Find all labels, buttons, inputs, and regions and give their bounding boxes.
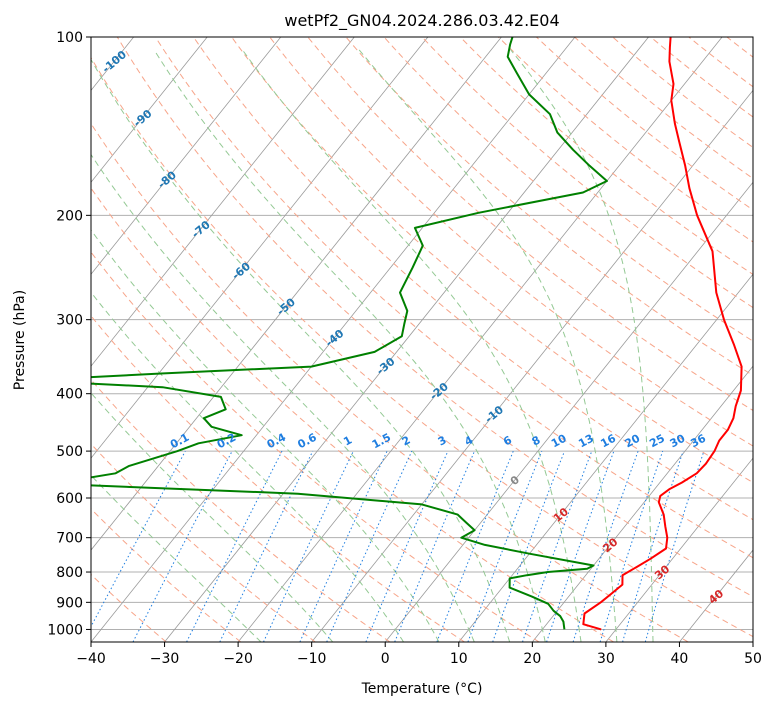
moist-adiabat-line (358, 49, 618, 642)
y-tick-label: 300 (56, 313, 83, 329)
dry-adiabat-line (421, 37, 753, 309)
y-tick-label: 100 (56, 30, 83, 46)
mixing-ratio-line (572, 450, 639, 642)
moist-adiabat-line (91, 474, 262, 642)
dry-adiabat-line (193, 37, 753, 521)
mixing-ratio-line (546, 450, 615, 642)
dry-adiabat-line (459, 37, 753, 276)
x-tick-label: 0 (381, 651, 390, 667)
y-tick-label: 200 (56, 208, 83, 224)
mixing-ratio-line (622, 450, 684, 642)
temperature-line (582, 37, 743, 631)
dry-adiabat-line (383, 37, 753, 342)
dry-adiabat-line (91, 251, 540, 642)
dry-adiabat-line (116, 37, 753, 598)
isotherm-line (91, 37, 355, 367)
mixing-ratio-line (365, 450, 449, 642)
dry-adiabat-line (91, 122, 689, 642)
isotherm-line (458, 273, 753, 642)
mixing-ratio-label: 30 (668, 432, 688, 451)
moist-adiabat-line (91, 291, 405, 642)
dry-adiabat-line (345, 37, 753, 376)
x-tick-label: −30 (150, 651, 180, 667)
y-tick-label: 700 (56, 531, 83, 547)
mixing-ratio-line (644, 450, 705, 642)
x-tick-label: 50 (744, 651, 762, 667)
moist-adiabat-line (241, 49, 582, 642)
isotherm-line (532, 365, 753, 642)
y-tick-label: 400 (56, 387, 83, 403)
chart-title: wetPf2_GN04.2024.286.03.42.E04 (284, 11, 559, 31)
moist-adiabat-line (91, 229, 440, 642)
mixing-ratio-label: 20 (623, 432, 643, 451)
mixing-ratio-label: 25 (647, 432, 667, 451)
mixing-ratio-line (263, 450, 354, 642)
x-axis-label: Temperature (°C) (361, 681, 483, 697)
mixing-ratio-label: 36 (688, 432, 708, 451)
dry-adiabat-line (269, 37, 753, 447)
y-tick-label: 600 (56, 491, 83, 507)
x-tick-label: −40 (76, 651, 106, 667)
axis-layer: −40 −30 −20 −10 0 10 20 30 40 50 100 200 300 400 500 60… (47, 30, 762, 667)
dry-adiabat-line (612, 37, 753, 149)
plot-frame (90, 36, 754, 643)
isotherm-line (91, 37, 576, 642)
y-tick-label: 900 (56, 595, 83, 611)
y-axis-label: Pressure (hPa) (12, 290, 28, 390)
moist-adiabat-line (91, 58, 511, 642)
series-layer (91, 37, 743, 631)
y-tick-label: 1000 (47, 622, 83, 638)
x-tick-label: 20 (523, 651, 541, 667)
mixing-ratio-label: 13 (576, 432, 596, 451)
mixing-ratio-line (394, 450, 475, 642)
dry-adiabat-line (91, 187, 614, 642)
isotherm-line (311, 89, 753, 642)
x-tick-label: −20 (223, 651, 253, 667)
isotherm-line (91, 37, 282, 275)
y-tick-label: 800 (56, 565, 83, 581)
isotherm-line (91, 37, 502, 551)
y-tick-label: 500 (56, 444, 83, 460)
mixing-ratio-line (599, 450, 664, 642)
moist-adiabat-line (91, 153, 475, 642)
mixing-ratio-line (326, 450, 413, 642)
x-tick-label: 10 (450, 651, 468, 667)
dry-adiabat-line (91, 508, 242, 642)
mixing-ratio-line (91, 450, 186, 628)
dry-adiabat-line (91, 315, 465, 642)
dry-adiabat-line (91, 443, 316, 642)
dry-adiabat-line (154, 37, 753, 559)
mixing-ratio-line (219, 450, 314, 642)
mixing-ratio-line (299, 450, 388, 642)
grid-layer (91, 37, 753, 642)
mixing-ratio-line (522, 450, 593, 642)
moist-adiabat-line (510, 49, 654, 642)
isotherm-line (237, 37, 723, 642)
dry-adiabat-line (91, 56, 753, 638)
dewpoint-line (91, 37, 608, 630)
isotherm-line (605, 457, 753, 642)
isotherm-line (384, 181, 753, 642)
moist-adiabat-line (153, 49, 546, 642)
x-tick-label: 40 (671, 651, 689, 667)
dry-adiabat-line (307, 37, 753, 412)
isotherm-line (91, 37, 208, 183)
mixing-ratio-label: 16 (598, 432, 618, 451)
isotherm-line (164, 37, 649, 642)
mixing-ratio-label: 10 (549, 432, 569, 451)
isotherm-line (91, 37, 429, 459)
x-tick-label: 30 (597, 651, 615, 667)
x-tick-label: −10 (297, 651, 327, 667)
